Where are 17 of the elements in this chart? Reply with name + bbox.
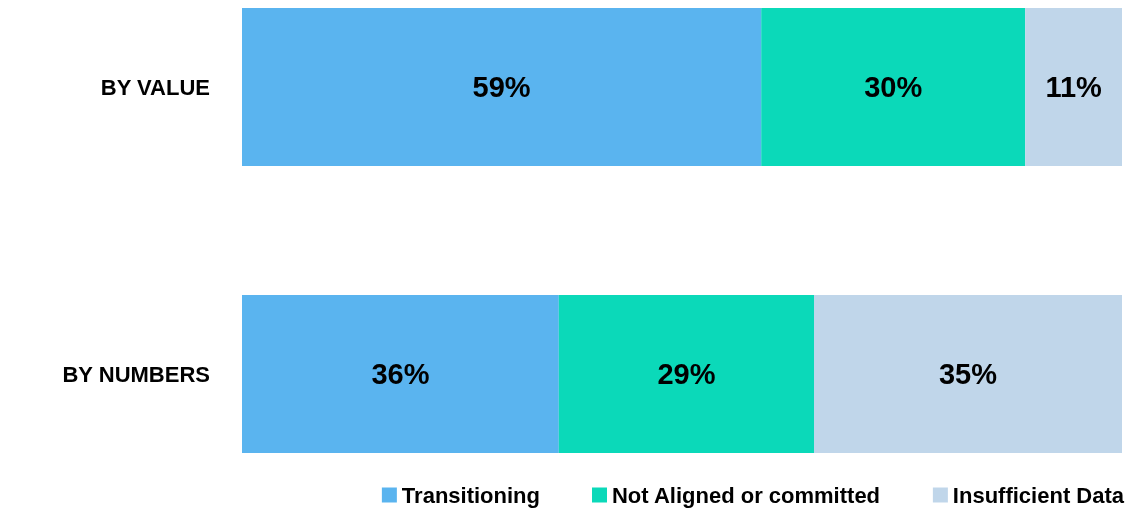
legend-label: Insufficient Data [952,482,1125,508]
bar [814,295,1122,453]
data-label: 35% [938,358,998,390]
bar [1025,8,1122,166]
data-label: 36% [371,358,430,390]
data-label: 11% [1045,71,1103,103]
bar [761,8,1026,166]
data-label: 30% [864,71,923,103]
y-tick-label: BY VALUE [100,74,210,100]
legend-label: Not Aligned or committed [611,482,881,508]
data-label: 29% [657,358,716,390]
data-label: 59% [472,71,531,103]
bar [558,295,814,453]
legend-label: Transitioning [401,482,540,508]
y-tick-label: BY NUMBERS [62,361,210,387]
bar [242,8,762,166]
bar [242,295,559,453]
